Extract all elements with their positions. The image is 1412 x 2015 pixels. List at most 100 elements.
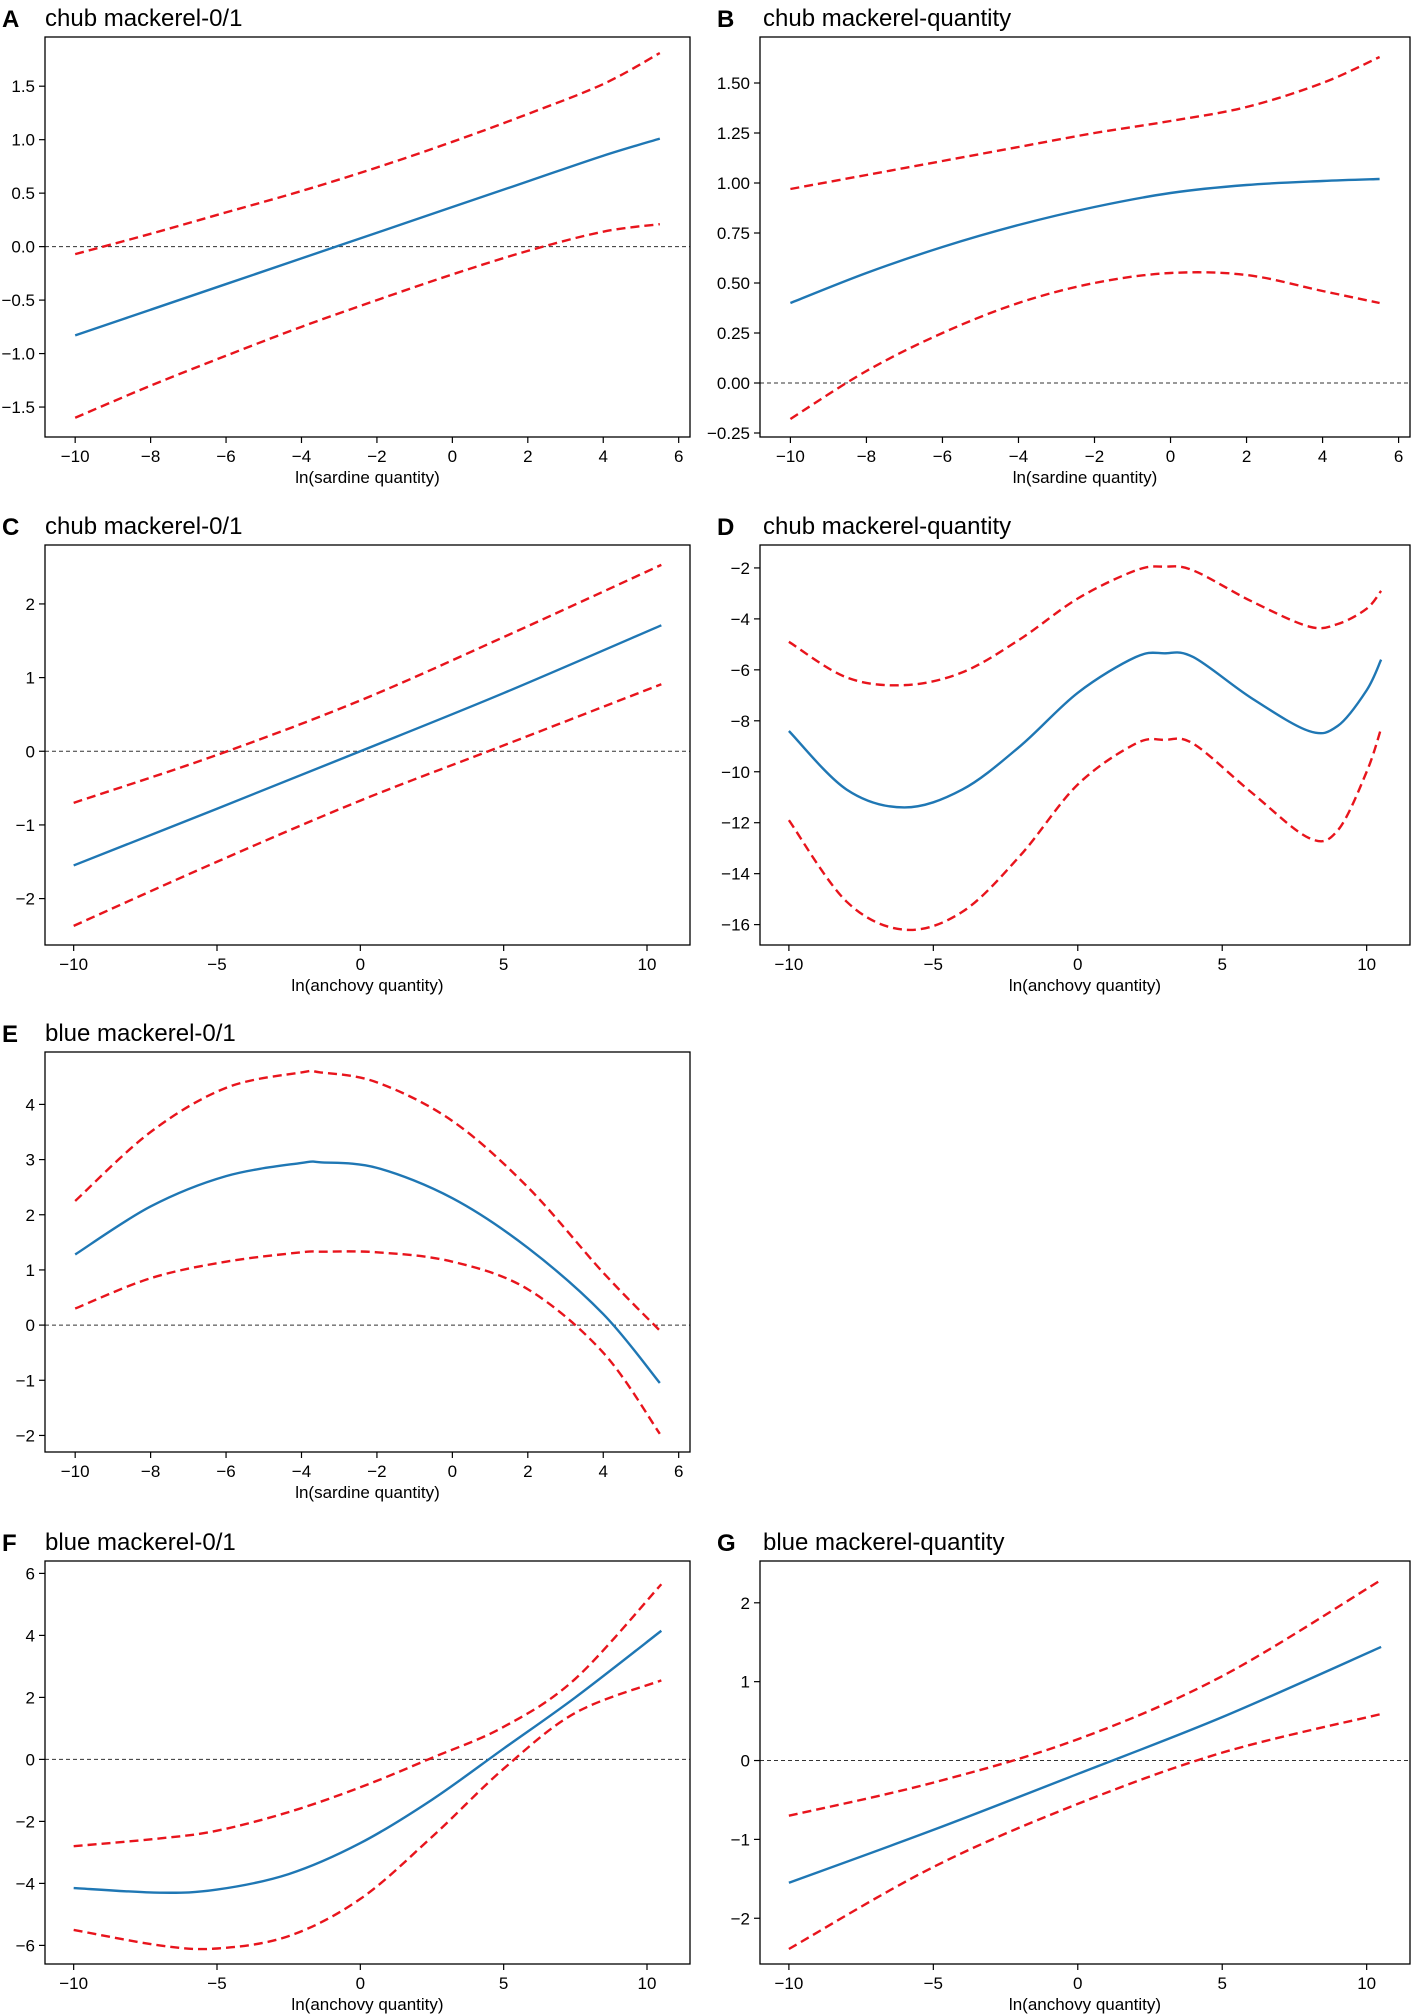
x-tick-label: 0 — [1073, 955, 1082, 974]
y-tick-label: 0.5 — [11, 184, 35, 203]
y-tick-label: −1 — [731, 1830, 750, 1849]
x-tick-label: 6 — [1394, 447, 1403, 466]
lower-ci-line — [73, 683, 662, 927]
x-tick-label: −10 — [774, 1974, 803, 1993]
x-tick-label: −5 — [207, 955, 226, 974]
x-axis-label: ln(anchovy quantity) — [1009, 1995, 1161, 2014]
y-tick-label: −4 — [731, 610, 750, 629]
panel-letter: G — [717, 1530, 736, 1557]
x-tick-label: 0 — [448, 1462, 457, 1481]
upper-ci-line — [73, 563, 662, 804]
x-tick-label: 10 — [638, 955, 657, 974]
plot-area — [45, 1069, 690, 1435]
panel-title: blue mackerel-0/1 — [45, 1529, 236, 1556]
x-tick-label: 2 — [523, 447, 532, 466]
upper-ci-line — [788, 565, 1383, 687]
x-tick-label: 5 — [499, 955, 508, 974]
panel-title: chub mackerel-quantity — [763, 5, 1011, 32]
y-tick-label: −1.5 — [1, 398, 35, 417]
axes-frame — [759, 36, 1411, 438]
x-tick-label: 0 — [1073, 1974, 1082, 1993]
y-tick-label: −10 — [721, 763, 750, 782]
y-tick-label: 1.0 — [11, 131, 35, 150]
y-tick-label: 2 — [741, 1594, 750, 1613]
estimate-line — [74, 137, 661, 337]
x-tick-label: −4 — [292, 1462, 311, 1481]
estimate-line — [788, 1645, 1382, 1884]
x-tick-label: 5 — [1217, 1974, 1226, 1993]
x-tick-label: 0 — [356, 1974, 365, 1993]
panel-letter: C — [2, 514, 19, 541]
panel-letter: B — [717, 6, 734, 33]
estimate-line — [789, 177, 1380, 305]
plot-area — [45, 1583, 690, 1951]
y-tick-label: 0 — [26, 1316, 35, 1335]
y-tick-label: −12 — [721, 814, 750, 833]
y-tick-label: −14 — [721, 865, 750, 884]
y-tick-label: 0 — [26, 742, 35, 761]
x-axis-label: ln(sardine quantity) — [1013, 468, 1158, 487]
y-tick-label: −0.25 — [707, 424, 750, 443]
y-tick-label: −6 — [731, 661, 750, 680]
y-tick-label: −16 — [721, 916, 750, 935]
axes-frame — [44, 1051, 691, 1453]
y-tick-label: −6 — [16, 1936, 35, 1955]
x-axis-label: ln(anchovy quantity) — [291, 1995, 443, 2014]
x-tick-label: 0 — [1166, 447, 1175, 466]
plot-area — [45, 563, 690, 927]
y-tick-label: −2 — [16, 1426, 35, 1445]
x-tick-label: −6 — [216, 1462, 235, 1481]
panel-title: chub mackerel-0/1 — [45, 513, 242, 540]
x-tick-label: −4 — [1009, 447, 1028, 466]
x-axis-label: ln(sardine quantity) — [295, 1483, 440, 1502]
axes-frame — [44, 36, 691, 438]
x-tick-label: 10 — [1357, 1974, 1376, 1993]
y-tick-label: 6 — [26, 1564, 35, 1583]
x-tick-label: −10 — [59, 1974, 88, 1993]
panel-title: chub mackerel-quantity — [763, 513, 1011, 540]
y-tick-label: 0.00 — [717, 374, 750, 393]
y-tick-label: 4 — [26, 1626, 35, 1645]
estimate-line — [788, 651, 1383, 809]
panel-letter: F — [2, 1530, 17, 1557]
x-tick-label: 5 — [1217, 955, 1226, 974]
x-tick-label: 10 — [638, 1974, 657, 1993]
estimate-line — [73, 1629, 663, 1894]
x-tick-label: −10 — [59, 955, 88, 974]
x-tick-label: −8 — [141, 1462, 160, 1481]
x-tick-label: −10 — [776, 447, 805, 466]
y-tick-label: 1 — [26, 1261, 35, 1280]
estimate-line — [73, 624, 662, 867]
y-tick-label: 2 — [26, 595, 35, 614]
y-tick-label: 1.50 — [717, 74, 750, 93]
y-tick-label: 1.5 — [11, 77, 35, 96]
axes-frame — [759, 544, 1411, 946]
y-tick-label: −2 — [16, 890, 35, 909]
x-tick-label: −2 — [367, 447, 386, 466]
panel-title: blue mackerel-quantity — [763, 1529, 1004, 1556]
x-tick-label: 0 — [448, 447, 457, 466]
x-tick-label: −6 — [933, 447, 952, 466]
plot-area — [787, 565, 1383, 932]
x-tick-label: −8 — [857, 447, 876, 466]
upper-ci-line — [788, 1578, 1382, 1817]
y-tick-label: 4 — [26, 1095, 35, 1114]
x-tick-label: −2 — [367, 1462, 386, 1481]
y-tick-label: 2 — [26, 1206, 35, 1225]
y-tick-label: −2 — [731, 559, 750, 578]
x-axis-label: ln(anchovy quantity) — [1009, 976, 1161, 995]
x-tick-label: −6 — [216, 447, 235, 466]
y-tick-label: 0.75 — [717, 224, 750, 243]
y-tick-label: 2 — [26, 1688, 35, 1707]
y-tick-label: −1 — [16, 1371, 35, 1390]
x-tick-label: 10 — [1357, 955, 1376, 974]
y-tick-label: 3 — [26, 1151, 35, 1170]
y-tick-label: 1.00 — [717, 174, 750, 193]
lower-ci-line — [789, 271, 1380, 421]
